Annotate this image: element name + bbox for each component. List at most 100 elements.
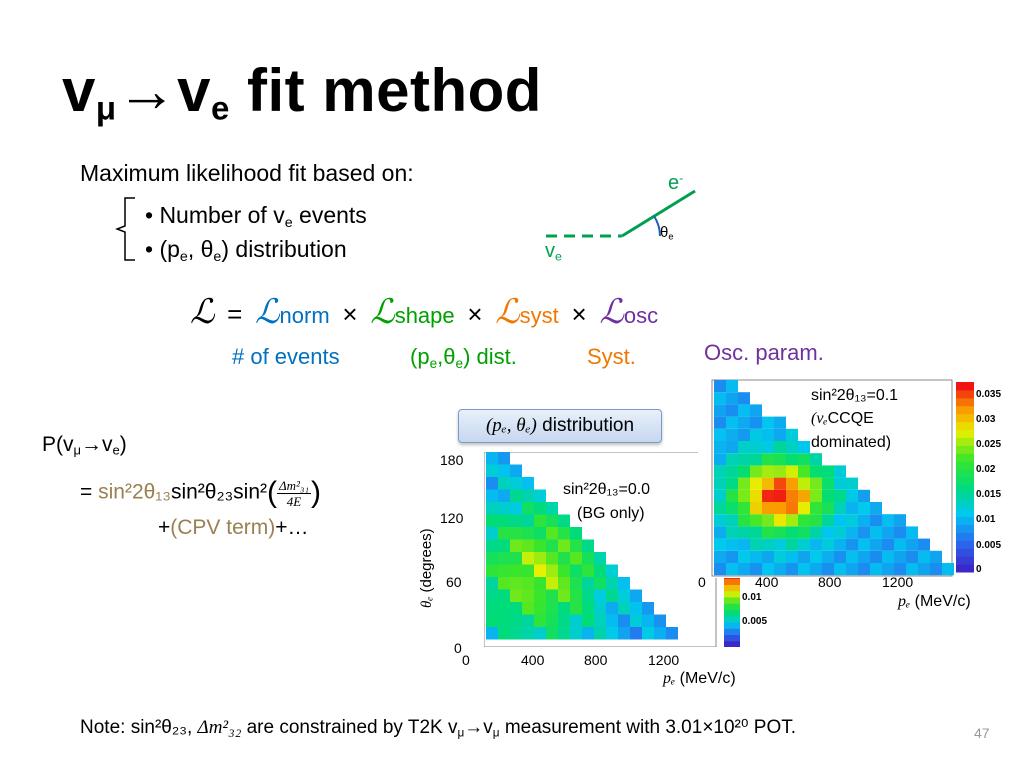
bg-annotation-line2: (BG only): [577, 505, 645, 522]
signal-cells: [714, 380, 954, 576]
sig-cell: [798, 538, 810, 551]
sig-cell: [822, 465, 834, 478]
bg-cell: [570, 539, 582, 552]
electron-line: [621, 189, 696, 238]
bg-cell: [570, 527, 582, 540]
bg-cell: [546, 589, 558, 602]
bg-cell: [498, 477, 510, 490]
sig-cell: [714, 550, 726, 563]
sig-cell: [858, 514, 870, 527]
sig-cell: [762, 428, 774, 441]
sig-cell: [798, 441, 810, 454]
sig-cell: [726, 441, 738, 454]
sig-cell: [810, 514, 822, 527]
sig-cell: [738, 453, 750, 466]
sig-cell: [726, 404, 738, 417]
sig-cell: [918, 563, 930, 576]
bg-cell: [582, 589, 594, 602]
bg-cell: [642, 614, 654, 627]
sig-cell: [762, 465, 774, 478]
bg-cell: [582, 552, 594, 565]
bullet-distribution: • (pe, θe) distribution: [145, 236, 347, 265]
sig-cb-tick-7: 0: [976, 564, 982, 575]
sig-cell: [738, 416, 750, 429]
sig-cell: [786, 477, 798, 490]
bg-cell: [510, 502, 522, 515]
bg-y-tick-60: 60: [446, 574, 462, 590]
sig-cell: [762, 441, 774, 454]
probability-line2: = sin²2θ₁₃sin²θ₂₃sin²(Δm²₃₁ 4E): [80, 476, 321, 509]
sig-cell: [834, 465, 846, 478]
slide-title: vμ→ve fit method: [62, 57, 542, 127]
sig-cell: [870, 526, 882, 539]
sig-cell: [822, 502, 834, 515]
sig-cell: [810, 465, 822, 478]
sig-cell: [810, 477, 822, 490]
sig-cb-tick-2: 0.025: [976, 439, 1002, 450]
bg-cell: [582, 602, 594, 615]
bg-cell: [486, 452, 498, 465]
bg-cell: [618, 627, 630, 640]
bg-cell: [666, 627, 678, 640]
sig-cell: [714, 526, 726, 539]
sig-cell: [810, 453, 822, 466]
bg-cell: [606, 589, 618, 602]
bg-annotation-line1: sin²2θ₁₃=0.0: [563, 481, 651, 498]
sig-cell: [714, 514, 726, 527]
bg-cell: [546, 627, 558, 640]
bg-cell: [534, 627, 546, 640]
sig-cell: [714, 538, 726, 551]
colorbar-segment: [956, 556, 974, 565]
bg-cell: [534, 589, 546, 602]
bg-cell: [570, 627, 582, 640]
bg-cell: [558, 564, 570, 577]
bg-cell: [486, 564, 498, 577]
sig-cb-tick-5: 0.01: [976, 514, 996, 525]
sig-cell: [798, 563, 810, 576]
colorbar-segment: [956, 492, 974, 502]
bg-cell: [498, 602, 510, 615]
sig-cell: [834, 489, 846, 502]
sig-cell: [714, 453, 726, 466]
sig-cell: [762, 453, 774, 466]
sig-cell: [750, 526, 762, 539]
bg-cell: [510, 627, 522, 640]
bg-cell: [498, 514, 510, 527]
bg-cell: [606, 602, 618, 615]
signal-annotation-line1: sin²2θ₁₃=0.1: [811, 387, 899, 404]
bg-cell: [534, 552, 546, 565]
sig-cell: [750, 538, 762, 551]
colorbar-segment: [956, 389, 974, 399]
bg-cell: [498, 564, 510, 577]
sig-cell: [774, 477, 786, 490]
sig-cell: [894, 514, 906, 527]
distribution-callout: (pₑ, θₑ) distribution: [458, 409, 662, 443]
bg-cell: [618, 589, 630, 602]
sig-cell: [810, 563, 822, 576]
sig-cell: [882, 550, 894, 563]
sig-x-tick-0: 0: [698, 574, 706, 590]
bg-cell: [546, 602, 558, 615]
bg-colorbar: [724, 572, 740, 647]
sig-cell: [846, 477, 858, 490]
bg-cell: [510, 602, 522, 615]
sig-cell: [786, 465, 798, 478]
sig-cell: [738, 526, 750, 539]
bg-cb-tick-0.005: 0.005: [742, 616, 768, 627]
label-norm: # of events: [232, 344, 340, 369]
bg-cell: [558, 552, 570, 565]
colorbar-segment: [956, 516, 974, 525]
sig-cell: [750, 404, 762, 417]
bg-cell: [486, 477, 498, 490]
colorbar-segment: [956, 413, 974, 423]
bg-y-tick-180: 180: [440, 452, 464, 468]
bg-cell: [594, 602, 606, 615]
colorbar-segment: [956, 508, 974, 518]
sig-cell: [846, 502, 858, 515]
sig-x-tick-1200: 1200: [882, 574, 914, 590]
bg-cell: [654, 627, 666, 640]
bg-cell: [570, 564, 582, 577]
sig-cell: [930, 563, 942, 576]
sig-cell: [894, 526, 906, 539]
bg-cell: [594, 627, 606, 640]
